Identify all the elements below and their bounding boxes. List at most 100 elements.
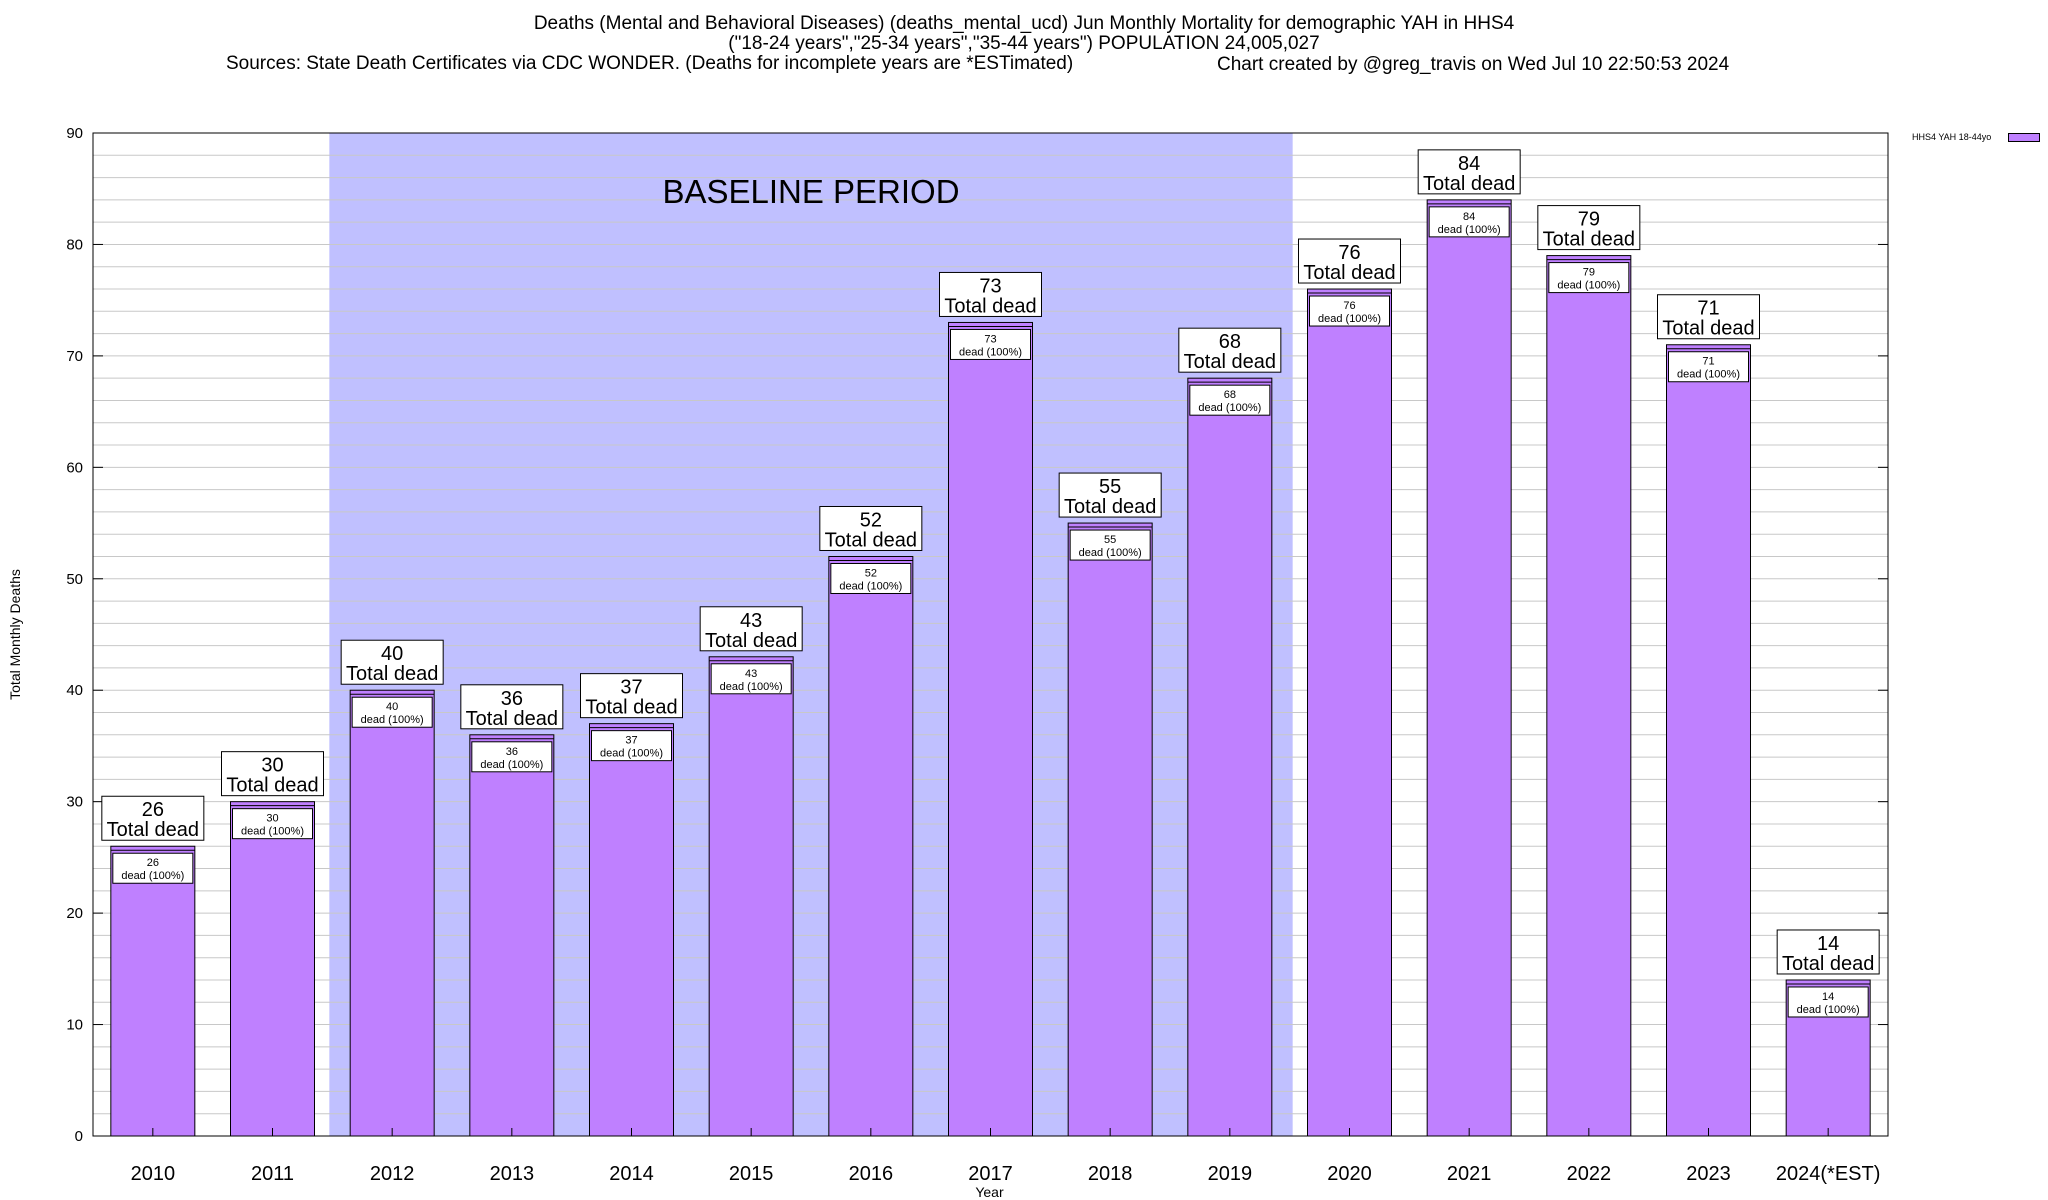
inner-label-value: 43 — [745, 668, 757, 680]
y-tick-label: 10 — [66, 1017, 83, 1034]
bar — [469, 734, 555, 1137]
total-label-box — [939, 271, 1042, 317]
y-axis-label: Total Monthly Deaths — [7, 569, 23, 700]
inner-label-text: dead (100%) — [1557, 280, 1620, 292]
total-label-text: Total dead — [705, 630, 797, 652]
x-tick-label: 2012 — [370, 1163, 415, 1185]
total-label-box — [819, 505, 923, 551]
y-tick-label: 0 — [75, 1128, 83, 1145]
inner-label-box — [1309, 295, 1390, 327]
total-label-box — [1298, 238, 1401, 284]
x-axis-label: Year — [975, 1184, 1004, 1200]
inner-label-value: 40 — [386, 701, 398, 713]
total-label-value: 14 — [1817, 933, 1839, 955]
total-label-text: Total dead — [346, 663, 438, 685]
total-label-text: Total dead — [585, 697, 677, 719]
total-label-value: 36 — [501, 688, 523, 710]
baseline-label: BASELINE PERIOD — [662, 173, 959, 210]
bar — [1067, 522, 1153, 1137]
x-tick-label: 2016 — [849, 1163, 894, 1185]
total-label-box — [1058, 472, 1162, 518]
chart-source: Sources: State Death Certificates via CD… — [226, 53, 1074, 74]
inner-label-value: 30 — [266, 813, 278, 825]
total-label-text: Total dead — [1303, 262, 1395, 284]
total-label-box — [460, 684, 564, 730]
inner-label-box — [591, 730, 672, 762]
bar — [589, 723, 674, 1137]
total-label-box — [699, 606, 803, 652]
bar — [1307, 288, 1392, 1137]
total-label-value: 71 — [1697, 298, 1719, 320]
inner-label-text: dead (100%) — [720, 681, 783, 693]
total-label-text: Total dead — [825, 529, 917, 551]
total-label-value: 55 — [1099, 476, 1121, 498]
inner-label-value: 37 — [625, 735, 637, 747]
inner-label-box — [1668, 351, 1749, 383]
inner-label-box — [112, 852, 194, 884]
inner-label-text: dead (100%) — [1079, 547, 1142, 559]
inner-label-text: dead (100%) — [1797, 1004, 1860, 1016]
total-label-text: Total dead — [1423, 173, 1515, 195]
bar — [708, 656, 794, 1137]
inner-label-box — [1069, 529, 1151, 561]
total-label-text: Total dead — [1662, 318, 1754, 340]
legend-swatch — [2008, 133, 2040, 142]
chart-subtitle: ("18-24 years","25-34 years","35-44 year… — [728, 33, 1320, 54]
x-tick-label: 2011 — [251, 1163, 294, 1185]
total-label-text: Total dead — [107, 819, 199, 841]
total-label-text: Total dead — [1782, 953, 1874, 975]
bar — [948, 321, 1033, 1137]
inner-label-value: 68 — [1224, 389, 1236, 401]
inner-label-value: 84 — [1463, 211, 1475, 223]
chart-title-block: Deaths (Mental and Behavioral Diseases) … — [0, 14, 2048, 74]
x-tick-label: 2022 — [1567, 1163, 1612, 1185]
x-tick-label: 2014 — [609, 1163, 654, 1185]
total-label-box — [1657, 294, 1760, 340]
inner-label-value: 79 — [1583, 267, 1595, 279]
inner-label-text: dead (100%) — [1198, 402, 1261, 414]
inner-label-text: dead (100%) — [480, 759, 543, 771]
inner-label-text: dead (100%) — [1677, 369, 1740, 381]
bar — [1546, 255, 1632, 1137]
bar — [349, 689, 435, 1137]
inner-label-text: dead (100%) — [600, 748, 663, 760]
bar — [1666, 344, 1751, 1137]
inner-label-text: dead (100%) — [1438, 224, 1501, 236]
total-label-text: Total dead — [1184, 351, 1276, 373]
total-label-box — [1178, 327, 1282, 373]
inner-label-box — [830, 562, 912, 594]
inner-label-box — [1787, 986, 1869, 1018]
y-tick-label: 30 — [66, 794, 83, 811]
inner-label-value: 76 — [1343, 300, 1355, 312]
inner-label-text: dead (100%) — [1318, 313, 1381, 325]
y-tick-label: 20 — [66, 905, 83, 922]
inner-label-box — [1428, 206, 1510, 238]
total-label-box — [580, 673, 683, 719]
x-tick-label: 2015 — [729, 1163, 774, 1185]
total-label-text: Total dead — [1064, 496, 1156, 518]
total-label-value: 43 — [740, 610, 762, 632]
bar — [1187, 377, 1273, 1137]
total-label-box — [1417, 149, 1521, 195]
total-label-text: Total dead — [466, 708, 558, 730]
bar — [110, 845, 196, 1137]
inner-label-value: 52 — [865, 567, 877, 579]
inner-label-text: dead (100%) — [241, 826, 304, 838]
x-tick-label: 2018 — [1088, 1163, 1133, 1185]
inner-label-box — [351, 696, 433, 728]
total-label-value: 30 — [261, 755, 283, 777]
total-label-value: 68 — [1219, 331, 1241, 353]
total-label-value: 79 — [1578, 209, 1600, 231]
inner-label-box — [1189, 384, 1271, 416]
x-tick-label: 2013 — [490, 1163, 535, 1185]
total-label-box — [221, 751, 324, 797]
inner-label-box — [232, 808, 313, 840]
total-label-box — [1776, 929, 1880, 975]
total-label-box — [1537, 205, 1641, 251]
inner-label-box — [710, 663, 792, 695]
bar — [828, 555, 914, 1137]
bar — [230, 801, 315, 1137]
total-label-box — [101, 795, 205, 841]
chart-title: Deaths (Mental and Behavioral Diseases) … — [533, 13, 1515, 34]
